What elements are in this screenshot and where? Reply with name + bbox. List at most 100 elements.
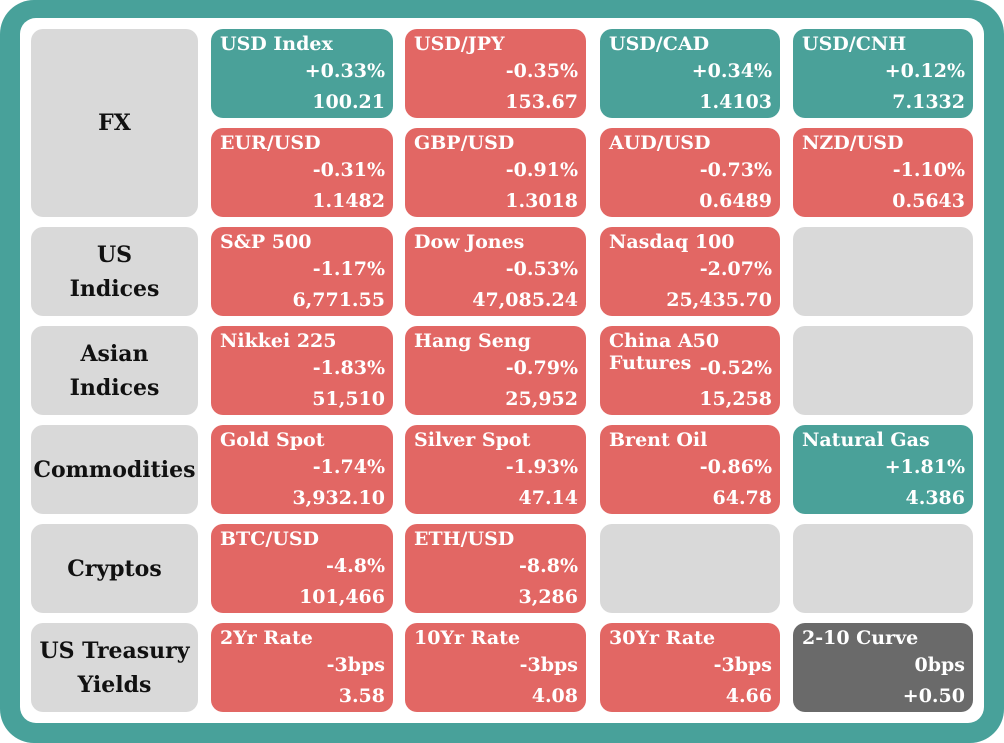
tile-value: 100.21 xyxy=(312,91,385,113)
tile-nasdaq-100[interactable]: Nasdaq 100 -2.07% 25,435.70 xyxy=(600,227,780,316)
tile-change: -0.53% xyxy=(505,258,578,280)
tile-empty xyxy=(600,524,780,613)
tile-change: -0.86% xyxy=(699,456,772,478)
tile-name: Nasdaq 100 xyxy=(609,231,735,253)
row-label-commodities: Commodities xyxy=(31,425,198,514)
tile-value: 153.67 xyxy=(505,91,578,113)
tile-value: 1.4103 xyxy=(699,91,772,113)
row-label-cryptos: Cryptos xyxy=(31,524,198,613)
tile-change: -1.10% xyxy=(892,159,965,181)
tile-btc-usd[interactable]: BTC/USD -4.8% 101,466 xyxy=(211,524,393,613)
tile-value: 25,435.70 xyxy=(666,289,772,311)
tile-usd-jpy[interactable]: USD/JPY -0.35% 153.67 xyxy=(405,29,586,118)
tile-name: Dow Jones xyxy=(414,231,525,253)
tile-change: -1.93% xyxy=(505,456,578,478)
tile-name: Nikkei 225 xyxy=(220,330,337,352)
tile-change: -1.74% xyxy=(312,456,385,478)
tile-change: +0.12% xyxy=(884,60,965,82)
tile-change: -3bps xyxy=(519,654,578,676)
tile-silver-spot[interactable]: Silver Spot -1.93% 47.14 xyxy=(405,425,586,514)
tile-name: Natural Gas xyxy=(802,429,930,451)
tile-name: Brent Oil xyxy=(609,429,708,451)
tile-name: GBP/USD xyxy=(414,132,515,154)
tile-change: -0.91% xyxy=(505,159,578,181)
tile-nzd-usd[interactable]: NZD/USD -1.10% 0.5643 xyxy=(793,128,973,217)
tile-natural-gas[interactable]: Natural Gas +1.81% 4.386 xyxy=(793,425,973,514)
tile-change: -0.35% xyxy=(505,60,578,82)
tile-sp500[interactable]: S&P 500 -1.17% 6,771.55 xyxy=(211,227,393,316)
tile-name: China A50 Futures xyxy=(609,330,720,374)
tile-name: ETH/USD xyxy=(414,528,515,550)
tile-name: 30Yr Rate xyxy=(609,627,716,649)
tile-usd-cnh[interactable]: USD/CNH +0.12% 7.1332 xyxy=(793,29,973,118)
tile-name: USD/CAD xyxy=(609,33,710,55)
row-label-treasury-yields: US Treasury Yields xyxy=(31,623,198,712)
tile-usd-cad[interactable]: USD/CAD +0.34% 1.4103 xyxy=(600,29,780,118)
tile-name: Silver Spot xyxy=(414,429,531,451)
tile-value: 3,286 xyxy=(518,586,579,608)
tile-value: +0.50 xyxy=(902,685,965,707)
tile-change: -8.8% xyxy=(519,555,578,577)
tile-change: -0.79% xyxy=(505,357,578,379)
tile-value: 1.1482 xyxy=(312,190,385,212)
tile-value: 101,466 xyxy=(299,586,385,608)
tile-value: 47,085.24 xyxy=(472,289,578,311)
tile-name: Gold Spot xyxy=(220,429,325,451)
tile-name: S&P 500 xyxy=(220,231,312,253)
tile-value: 51,510 xyxy=(312,388,385,410)
tile-value: 4.386 xyxy=(905,487,966,509)
tile-china-a50-futures[interactable]: China A50 Futures -0.52% 15,258 xyxy=(600,326,780,415)
tile-change: -2.07% xyxy=(699,258,772,280)
tile-usd-index[interactable]: USD Index +0.33% 100.21 xyxy=(211,29,393,118)
tile-name: USD/JPY xyxy=(414,33,505,55)
tile-value: 0.6489 xyxy=(699,190,772,212)
tile-value: 0.5643 xyxy=(892,190,965,212)
tile-empty xyxy=(793,524,973,613)
tile-change: -0.52% xyxy=(699,357,772,379)
tile-name: EUR/USD xyxy=(220,132,321,154)
tile-value: 6,771.55 xyxy=(292,289,385,311)
row-label-fx: FX xyxy=(31,29,198,217)
tile-gold-spot[interactable]: Gold Spot -1.74% 3,932.10 xyxy=(211,425,393,514)
tile-value: 4.08 xyxy=(531,685,578,707)
tile-name: BTC/USD xyxy=(220,528,320,550)
tile-change: -3bps xyxy=(326,654,385,676)
tile-change: -3bps xyxy=(713,654,772,676)
tile-value: 15,258 xyxy=(699,388,772,410)
tile-eth-usd[interactable]: ETH/USD -8.8% 3,286 xyxy=(405,524,586,613)
tile-2-10-curve[interactable]: 2-10 Curve 0bps +0.50 xyxy=(793,623,973,712)
tile-hang-seng[interactable]: Hang Seng -0.79% 25,952 xyxy=(405,326,586,415)
tile-gbp-usd[interactable]: GBP/USD -0.91% 1.3018 xyxy=(405,128,586,217)
tile-name: AUD/USD xyxy=(609,132,711,154)
tile-change: -1.17% xyxy=(312,258,385,280)
tile-change: -0.73% xyxy=(699,159,772,181)
row-label-us-indices: US Indices xyxy=(31,227,198,316)
tile-name: 2-10 Curve xyxy=(802,627,919,649)
tile-change: -1.83% xyxy=(312,357,385,379)
tile-empty xyxy=(793,326,973,415)
tile-value: 4.66 xyxy=(725,685,772,707)
tile-change: -0.31% xyxy=(312,159,385,181)
tile-brent-oil[interactable]: Brent Oil -0.86% 64.78 xyxy=(600,425,780,514)
tile-change: 0bps xyxy=(914,654,966,676)
tile-name: Hang Seng xyxy=(414,330,531,352)
tile-value: 1.3018 xyxy=(505,190,578,212)
tile-change: +1.81% xyxy=(884,456,965,478)
tile-2yr-rate[interactable]: 2Yr Rate -3bps 3.58 xyxy=(211,623,393,712)
tile-value: 3,932.10 xyxy=(292,487,385,509)
tile-dow-jones[interactable]: Dow Jones -0.53% 47,085.24 xyxy=(405,227,586,316)
tile-aud-usd[interactable]: AUD/USD -0.73% 0.6489 xyxy=(600,128,780,217)
tile-change: -4.8% xyxy=(326,555,385,577)
tile-name: NZD/USD xyxy=(802,132,904,154)
tile-change: +0.33% xyxy=(304,60,385,82)
row-label-asian-indices: Asian Indices xyxy=(31,326,198,415)
tile-value: 3.58 xyxy=(338,685,385,707)
tile-name: 2Yr Rate xyxy=(220,627,313,649)
tile-10yr-rate[interactable]: 10Yr Rate -3bps 4.08 xyxy=(405,623,586,712)
tile-eur-usd[interactable]: EUR/USD -0.31% 1.1482 xyxy=(211,128,393,217)
tile-nikkei-225[interactable]: Nikkei 225 -1.83% 51,510 xyxy=(211,326,393,415)
tile-value: 64.78 xyxy=(712,487,773,509)
tile-30yr-rate[interactable]: 30Yr Rate -3bps 4.66 xyxy=(600,623,780,712)
tile-value: 25,952 xyxy=(505,388,578,410)
tile-name: 10Yr Rate xyxy=(414,627,521,649)
